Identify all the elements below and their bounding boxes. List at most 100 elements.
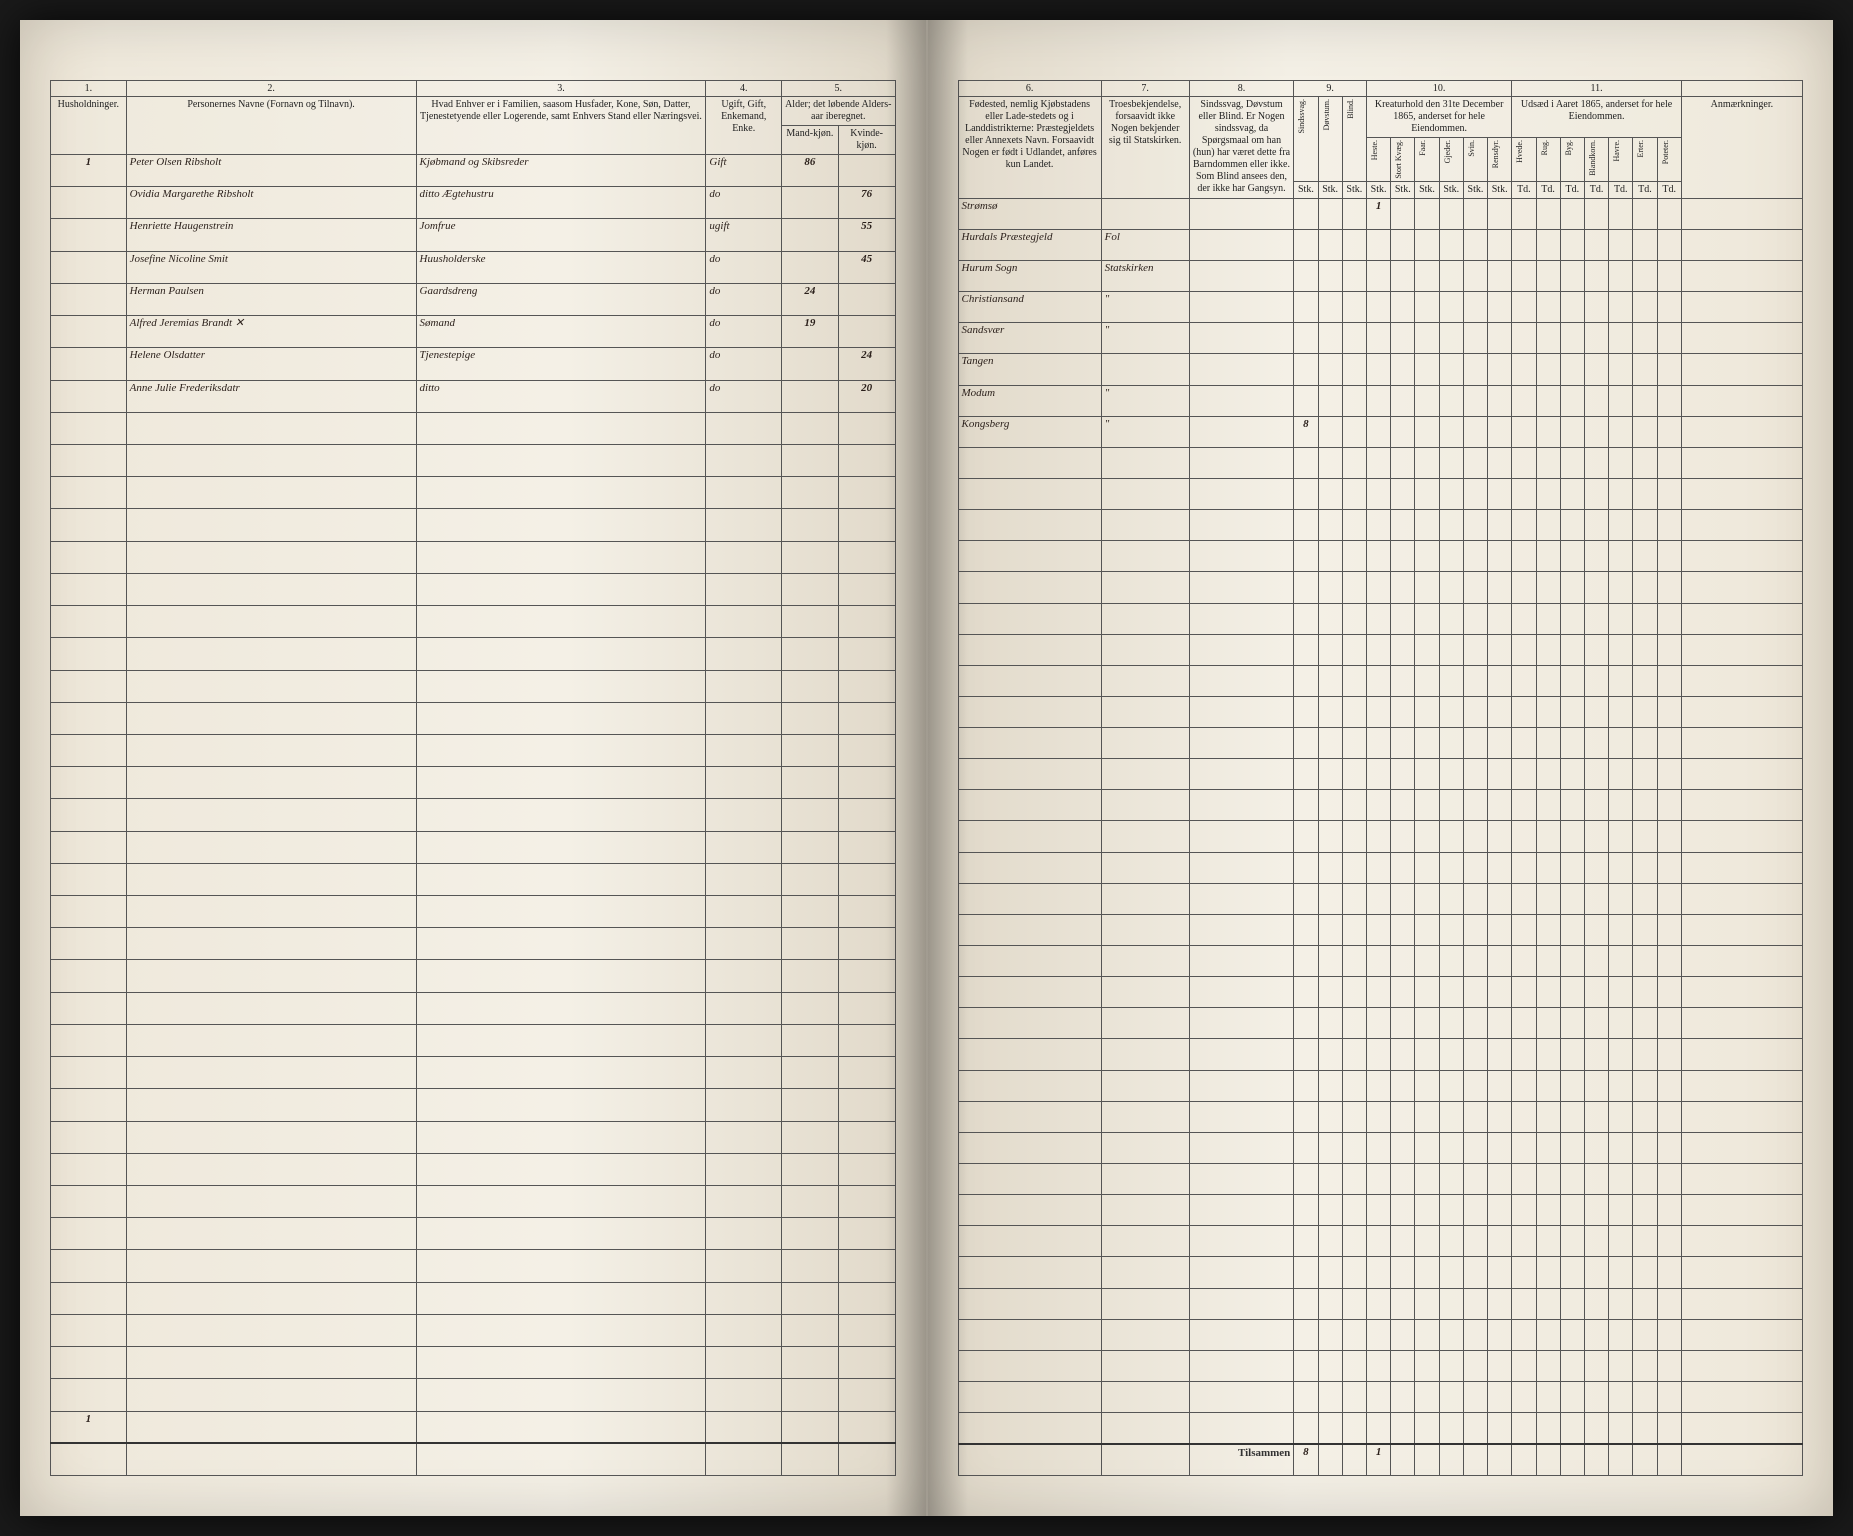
cell-relation: Gaardsdreng [416, 283, 706, 315]
table-row [51, 509, 896, 541]
table-row [51, 1282, 896, 1314]
cell-household [51, 316, 127, 348]
table-row [51, 831, 896, 863]
table-row: 1Peter Olsen RibsholtKjøbmand og Skibsre… [51, 155, 896, 187]
cell-marital: do [706, 348, 782, 380]
cell-name: Alfred Jeremias Brandt ✕ [126, 316, 416, 348]
table-row [958, 1257, 1803, 1288]
header-marital: Ugift, Gift, Enkemand, Enke. [706, 97, 782, 155]
cell-household [51, 348, 127, 380]
cell-name: Peter Olsen Ribsholt [126, 155, 416, 187]
table-row: Tangen [958, 354, 1803, 385]
cell-birthplace: Tangen [958, 354, 1101, 385]
table-row [51, 1057, 896, 1089]
table-row: Henriette HaugenstreinJomfrueugift55 [51, 219, 896, 251]
table-row [958, 1226, 1803, 1257]
cell-faith: Statskirken [1101, 260, 1189, 291]
table-row [958, 1070, 1803, 1101]
table-row [958, 1101, 1803, 1132]
cell-birthplace: Sandsvær [958, 323, 1101, 354]
cell-age-m [782, 380, 839, 412]
cell-relation: Jomfrue [416, 219, 706, 251]
table-row [51, 992, 896, 1024]
cell-birthplace: Strømsø [958, 198, 1101, 229]
corner-mark: 1 [51, 1411, 127, 1443]
table-row [51, 799, 896, 831]
table-row [958, 977, 1803, 1008]
cell-name: Anne Julie Frederiksdatr [126, 380, 416, 412]
table-row [958, 603, 1803, 634]
table-row [51, 1186, 896, 1218]
table-row [51, 734, 896, 766]
cell-relation: ditto Ægtehustru [416, 187, 706, 219]
header-male: Mand-kjøn. [782, 126, 839, 155]
cell-faith [1101, 198, 1189, 229]
cell-household [51, 187, 127, 219]
sum-val-2: 1 [1366, 1444, 1390, 1476]
table-row: Sandsvær" [958, 323, 1803, 354]
cell-household [51, 380, 127, 412]
cell-faith: " [1101, 416, 1189, 447]
cell-marital: do [706, 283, 782, 315]
table-row [958, 1350, 1803, 1381]
table-row [51, 928, 896, 960]
header-faith: Troesbekjendelse, forsaavidt ikke Nogen … [1101, 97, 1189, 199]
header-households: Husholdninger. [51, 97, 127, 155]
table-row [958, 541, 1803, 572]
table-row: Josefine Nicoline SmitHuusholderskedo45 [51, 251, 896, 283]
header-relation: Hvad Enhver er i Familien, saasom Husfad… [416, 97, 706, 155]
cell-relation: Tjenestepige [416, 348, 706, 380]
cell-relation: Kjøbmand og Skibsreder [416, 155, 706, 187]
table-row: Ovidia Margarethe Ribsholtditto Ægtehust… [51, 187, 896, 219]
cell-faith [1101, 354, 1189, 385]
table-row [958, 1008, 1803, 1039]
cell-household [51, 219, 127, 251]
cell-household: 1 [51, 155, 127, 187]
table-row [958, 696, 1803, 727]
cell-faith: " [1101, 385, 1189, 416]
ledger-table-left: 1. 2. 3. 4. 5. Husholdninger. Personerne… [50, 80, 896, 1476]
table-row: Anne Julie Frederiksdatrdittodo20 [51, 380, 896, 412]
table-row [51, 1347, 896, 1379]
cell-household [51, 283, 127, 315]
table-row [51, 606, 896, 638]
col-8-num: 8. [1189, 81, 1294, 97]
col-10-num: 10. [1366, 81, 1511, 97]
table-row [958, 665, 1803, 696]
table-row [51, 477, 896, 509]
cell-birthplace: Hurdals Præstegjeld [958, 229, 1101, 260]
cell-marital: Gift [706, 155, 782, 187]
table-row: Hurdals PræstegjeldFol [958, 229, 1803, 260]
col-9-num: 9. [1294, 81, 1367, 97]
col-7-num: 7. [1101, 81, 1189, 97]
header-birthplace: Fødested, nemlig Kjøbstadens eller Lade-… [958, 97, 1101, 199]
cell-name: Ovidia Margarethe Ribsholt [126, 187, 416, 219]
cell-marital: do [706, 316, 782, 348]
table-row [958, 914, 1803, 945]
table-row [51, 1314, 896, 1346]
table-row [958, 790, 1803, 821]
cell-relation: ditto [416, 380, 706, 412]
table-row [51, 702, 896, 734]
table-row: Strømsø1 [958, 198, 1803, 229]
table-row [958, 1039, 1803, 1070]
header-blind: Blind. [1346, 99, 1355, 119]
right-page: 6. 7. 8. 9. 10. 11. Fødested, nemlig Kjø… [928, 20, 1834, 1516]
cell-age-m: 86 [782, 155, 839, 187]
col-6-num: 6. [958, 81, 1101, 97]
header-insane: Sindssvag. [1297, 99, 1306, 133]
ledger-table-right: 6. 7. 8. 9. 10. 11. Fødested, nemlig Kjø… [958, 80, 1804, 1476]
cell-age-m: 24 [782, 283, 839, 315]
cell-faith: " [1101, 292, 1189, 323]
col-11-num: 11. [1512, 81, 1682, 97]
table-row: Modum" [958, 385, 1803, 416]
table-row [51, 412, 896, 444]
header-disability: Sindssvag, Døvstum eller Blind. Er Nogen… [1189, 97, 1294, 199]
table-row [51, 638, 896, 670]
table-row [51, 767, 896, 799]
table-row [51, 1024, 896, 1056]
table-row [51, 960, 896, 992]
table-row [958, 946, 1803, 977]
table-row [51, 444, 896, 476]
table-row [958, 883, 1803, 914]
